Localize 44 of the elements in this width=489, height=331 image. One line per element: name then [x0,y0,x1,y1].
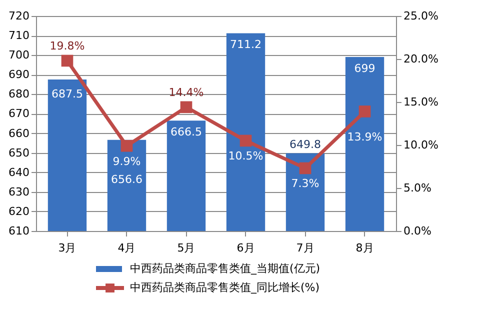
legend-label: 中西药品类商品零售类值_当期值(亿元) [130,262,320,275]
data-label: 666.5 [170,126,202,139]
point [240,134,252,147]
y-tick-label: 670 [8,107,30,120]
data-label: 656.6 [110,172,142,186]
y-tick-label: 720 [8,10,30,22]
data-label: 19.8% [50,40,85,53]
data-label: 699 [354,62,376,76]
point [299,162,312,174]
x-tick-label: 7月 [296,242,314,254]
data-label: 14.4% [168,86,204,100]
y2-tick-label: 15.0% [404,96,438,108]
x-tick-label: 5月 [177,242,196,254]
y-tick-label: 640 [8,166,30,179]
y2-tick-label: 5.0% [404,182,432,194]
point [358,106,371,118]
y-tick-label: 690 [8,68,30,82]
legend-label: 中西药品类商品零售类值_同比增长(%) [130,281,320,294]
point [120,140,133,152]
y2-tick-label: 0.0% [404,224,432,238]
y2-tick-label: 10.0% [404,138,438,152]
x-tick-label: 3月 [58,242,76,254]
data-label: 9.9% [112,154,141,168]
data-label: 13.9% [347,130,382,144]
y-tick-label: 710 [8,29,30,42]
data-label: 711.2 [230,38,262,52]
point [180,101,192,114]
y-tick-label: 700 [8,48,30,62]
y-tick-label: 620 [8,204,30,218]
data-label: 649.8 [290,138,322,152]
y2-tick-label: 25.0% [404,10,438,22]
y-tick-label: 680 [8,88,30,101]
x-tick-label: 6月 [236,242,255,254]
y2-tick-label: 20.0% [404,52,438,66]
y-tick-label: 650 [8,146,30,160]
point [61,54,74,67]
data-label: 687.5 [51,88,83,101]
y-tick-label: 660 [8,126,30,140]
x-tick-label: 8月 [356,242,374,254]
y-tick-label: 610 [8,224,30,238]
data-label: 10.5% [228,150,264,163]
x-tick-label: 4月 [118,242,136,254]
data-label: 7.3% [291,177,320,190]
y-tick-label: 630 [8,185,30,198]
